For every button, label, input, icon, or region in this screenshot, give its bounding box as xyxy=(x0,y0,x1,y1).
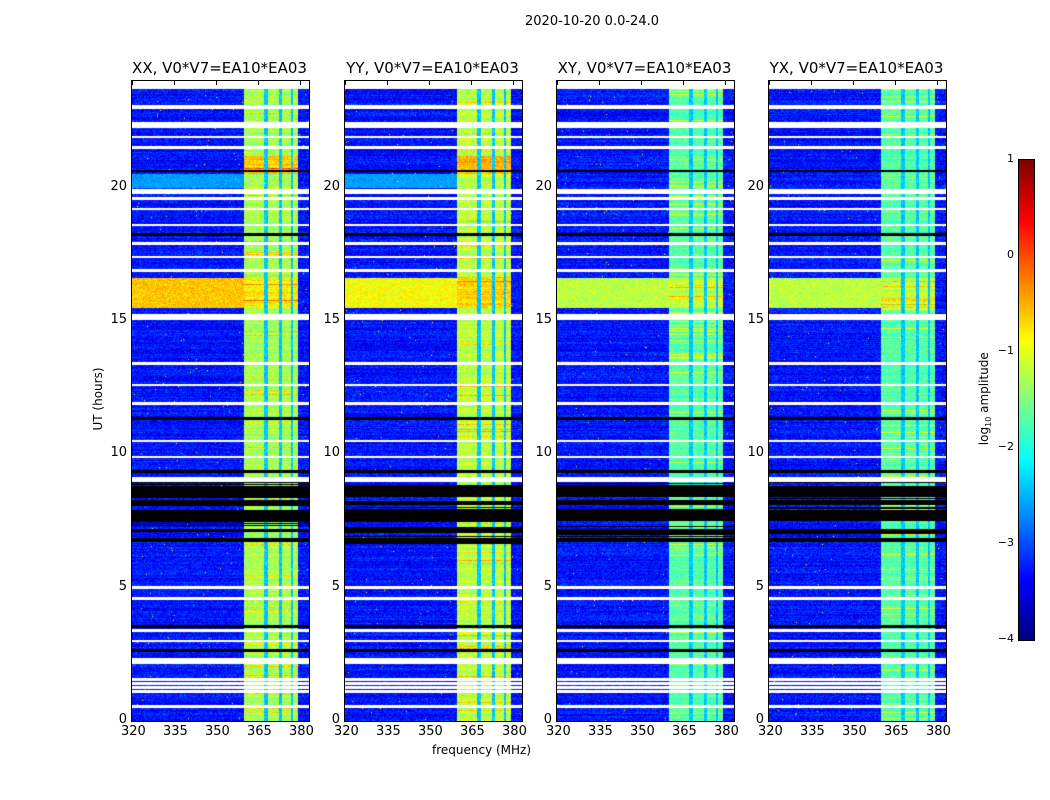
x-tick-mark xyxy=(429,80,431,85)
colorbar-tick-label: 0 xyxy=(1007,248,1014,261)
x-tick-mark xyxy=(641,80,643,85)
y-tick-label: 20 xyxy=(535,178,552,194)
x-tick-mark xyxy=(853,80,855,85)
colorbar xyxy=(1018,159,1035,641)
x-tick-mark xyxy=(513,80,515,85)
y-tick-label: 15 xyxy=(110,312,127,327)
y-tick-label: 0 xyxy=(118,712,127,727)
y-tick-label: 5 xyxy=(118,578,127,594)
y-tick-label: 5 xyxy=(331,578,340,594)
heatmap-panel xyxy=(131,80,310,722)
heatmap-image xyxy=(557,81,734,721)
x-tick-label: 380 xyxy=(289,724,314,739)
heatmap-panel xyxy=(344,80,523,722)
colorbar-tick-label: −2 xyxy=(997,440,1014,453)
y-tick-label: 15 xyxy=(323,312,340,327)
x-tick-label: 365 xyxy=(884,724,909,739)
x-tick-mark xyxy=(387,80,388,85)
heatmap-panel xyxy=(556,80,735,722)
colorbar-tick-label: 1 xyxy=(1007,152,1014,165)
x-tick-label: 335 xyxy=(163,724,188,739)
panel-title: YY, V0*V7=EA10*EA03 xyxy=(346,59,519,77)
colorbar-tick-label: −3 xyxy=(997,536,1014,549)
y-tick-label: 10 xyxy=(323,445,340,461)
x-tick-mark xyxy=(557,80,558,85)
colorbar-tick-label: −4 xyxy=(997,632,1014,645)
x-tick-label: 380 xyxy=(502,724,527,739)
x-tick-label: 380 xyxy=(714,724,739,739)
y-tick-label: 15 xyxy=(747,312,764,327)
x-tick-mark xyxy=(471,80,473,85)
x-tick-mark xyxy=(132,80,133,85)
x-tick-label: 350 xyxy=(418,724,443,739)
x-tick-label: 320 xyxy=(758,724,783,739)
x-tick-label: 335 xyxy=(376,724,401,739)
x-tick-mark xyxy=(725,80,727,85)
colorbar-label: log10 amplitude xyxy=(976,352,994,446)
x-tick-mark xyxy=(216,80,218,85)
x-tick-label: 320 xyxy=(334,724,359,739)
x-tick-mark xyxy=(300,80,302,85)
x-tick-mark xyxy=(937,80,939,85)
y-tick-label: 20 xyxy=(323,178,340,194)
x-tick-mark xyxy=(895,80,897,85)
y-tick-label: 10 xyxy=(747,445,764,461)
colorbar-tick-label: −1 xyxy=(997,344,1014,357)
x-tick-mark xyxy=(769,80,770,85)
y-tick-label: 5 xyxy=(543,578,552,594)
panel-title: XX, V0*V7=EA10*EA03 xyxy=(132,59,307,77)
heatmap-panel xyxy=(768,80,947,722)
x-tick-label: 335 xyxy=(588,724,613,739)
figure-title: 2020-10-20 0.0-24.0 xyxy=(525,14,659,29)
x-tick-mark xyxy=(811,80,812,85)
y-tick-label: 10 xyxy=(110,445,127,461)
heatmap-image xyxy=(769,81,946,721)
heatmap-image xyxy=(132,81,309,721)
y-tick-label: 0 xyxy=(543,712,552,727)
y-tick-label: 0 xyxy=(331,712,340,727)
panel-title: XY, V0*V7=EA10*EA03 xyxy=(557,59,732,77)
y-axis-label: UT (hours) xyxy=(91,367,105,431)
x-tick-label: 365 xyxy=(460,724,485,739)
x-tick-label: 365 xyxy=(672,724,697,739)
panel-title: YX, V0*V7=EA10*EA03 xyxy=(769,59,944,77)
x-tick-mark xyxy=(258,80,260,85)
x-tick-label: 380 xyxy=(926,724,951,739)
y-tick-label: 20 xyxy=(110,178,127,194)
y-tick-label: 0 xyxy=(755,712,764,727)
x-tick-label: 350 xyxy=(630,724,655,739)
y-tick-label: 20 xyxy=(747,178,764,194)
x-tick-label: 350 xyxy=(842,724,867,739)
x-tick-label: 335 xyxy=(800,724,825,739)
x-tick-mark xyxy=(174,80,175,85)
x-tick-mark xyxy=(345,80,346,85)
x-tick-label: 365 xyxy=(247,724,272,739)
x-tick-mark xyxy=(683,80,685,85)
y-tick-label: 5 xyxy=(755,578,764,594)
x-tick-label: 320 xyxy=(121,724,146,739)
x-axis-label: frequency (MHz) xyxy=(432,743,532,757)
y-tick-label: 10 xyxy=(535,445,552,461)
x-tick-label: 350 xyxy=(205,724,230,739)
y-tick-label: 15 xyxy=(535,312,552,327)
x-tick-mark xyxy=(599,80,600,85)
heatmap-image xyxy=(345,81,522,721)
x-tick-label: 320 xyxy=(546,724,571,739)
